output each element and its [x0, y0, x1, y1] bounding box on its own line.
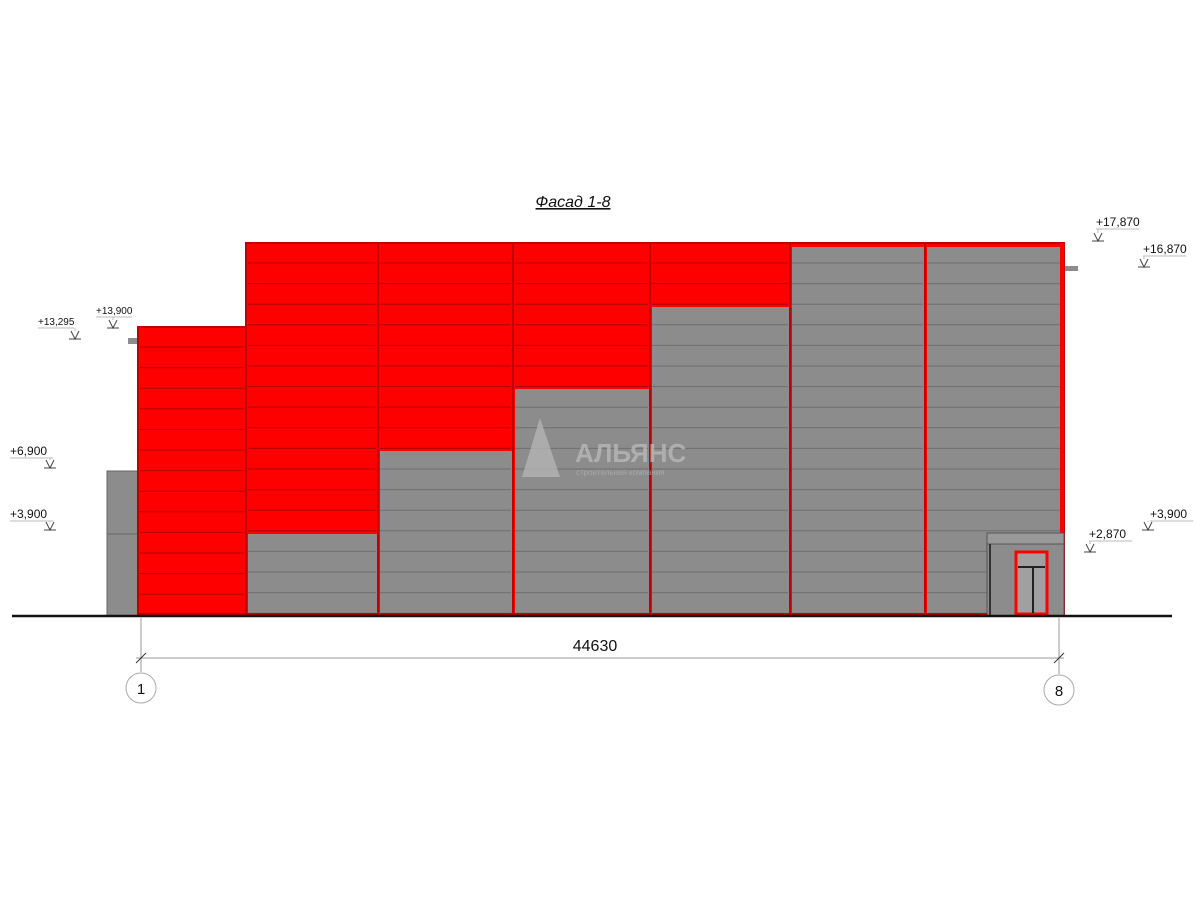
gray-cladding — [380, 451, 513, 616]
elevation-mark: +3,900 — [1142, 507, 1194, 532]
axis-marker-8: 8 — [1043, 674, 1075, 706]
elevation-mark: +16,870 — [1138, 242, 1187, 269]
annex-wall — [106, 470, 140, 617]
elevation-mark: +6,900 — [10, 444, 56, 470]
elevation-label: +16,870 — [1143, 242, 1187, 256]
gray-cladding — [515, 389, 650, 616]
elevation-mark: +13,295 — [38, 317, 81, 341]
level-triangle-icon — [1085, 543, 1095, 554]
watermark-name: АЛЬЯНС — [575, 438, 686, 468]
elevation-marks: +13,295 +13,900 +6,900 +3,900 +17,870+16,870… — [10, 215, 1194, 554]
watermark: АЛЬЯНС строительная компания — [522, 418, 686, 477]
axis-marker-1: 1 — [125, 672, 157, 704]
gray-cladding — [792, 247, 925, 616]
elevation-label: +17,870 — [1096, 215, 1140, 229]
elevation-mark: +2,870 — [1084, 527, 1133, 554]
level-triangle-icon — [1139, 258, 1149, 269]
corner-trim — [1060, 243, 1064, 534]
building-elevation — [106, 242, 1078, 617]
watermark-logo-icon — [522, 418, 560, 477]
axis-label: 1 — [137, 681, 145, 698]
elevation-label: +3,900 — [10, 507, 47, 521]
level-triangle-icon — [1143, 521, 1153, 532]
elevation-mark: +17,870 — [1092, 215, 1140, 243]
elevation-mark: +13,900 — [96, 306, 133, 330]
elevation-label: +13,295 — [38, 317, 75, 328]
parapet-cap — [128, 338, 139, 344]
level-triangle-icon — [108, 319, 118, 330]
level-triangle-icon — [70, 330, 80, 341]
level-triangle-icon — [45, 521, 55, 532]
dimension-value: 44630 — [573, 638, 618, 655]
watermark-subtitle: строительная компания — [576, 468, 665, 477]
entrance-canopy — [986, 532, 1065, 545]
dimension-line — [135, 618, 1065, 674]
gray-cladding — [248, 534, 378, 616]
level-triangle-icon — [1093, 232, 1103, 243]
door-icon — [1014, 550, 1049, 616]
level-triangle-icon — [45, 459, 55, 470]
elevation-label: +3,900 — [1150, 507, 1187, 521]
gray-cladding — [652, 307, 790, 616]
axis-label: 8 — [1055, 683, 1063, 700]
elevation-label: +6,900 — [10, 444, 47, 458]
parapet-cap — [1064, 266, 1078, 271]
elevation-mark: +3,900 — [10, 507, 56, 532]
elevation-label: +13,900 — [96, 306, 133, 317]
drawing-title: Фасад 1-8 — [536, 194, 611, 211]
red-cladding — [138, 327, 246, 616]
elevation-label: +2,870 — [1089, 527, 1126, 541]
